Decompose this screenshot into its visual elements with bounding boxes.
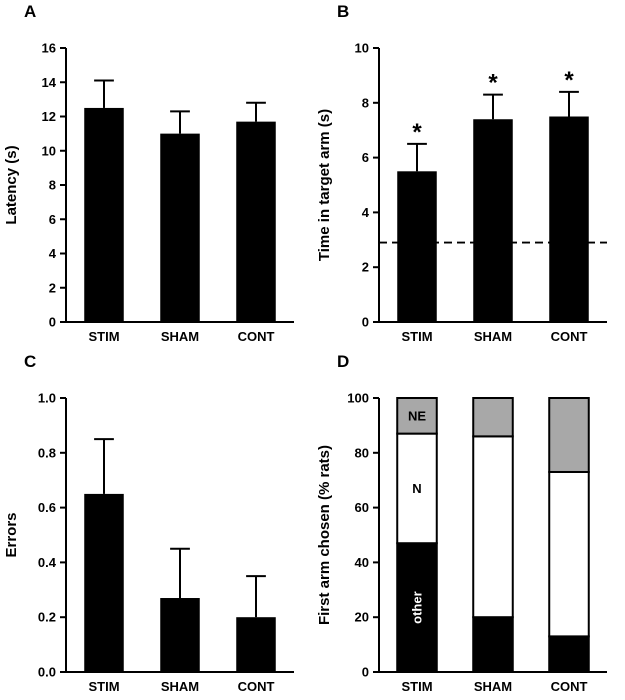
x-category-label-STIM: STIM bbox=[401, 679, 432, 694]
panel-label-D: D bbox=[337, 352, 350, 371]
panel-C: C 0.0 0.2 0.4 0.6 0.8 1.0 STIM SHAM CONT Errors bbox=[0, 350, 312, 700]
y-tick-label: 60 bbox=[355, 500, 369, 515]
y-tick-label: 100 bbox=[347, 391, 369, 406]
y-tick-label: 0 bbox=[49, 315, 56, 330]
segment-label-NE: NE bbox=[408, 408, 426, 423]
panel-label-A: A bbox=[24, 2, 37, 21]
x-category-label-STIM: STIM bbox=[401, 329, 432, 344]
bar-SHAM bbox=[473, 119, 513, 323]
y-tick-label: 6 bbox=[362, 150, 369, 165]
y-tick-label: 0.6 bbox=[38, 500, 56, 515]
segment-N-CONT bbox=[548, 470, 590, 638]
panel-label-B: B bbox=[337, 2, 350, 21]
y-tick-label: 0 bbox=[362, 315, 369, 330]
y-tick-label: 6 bbox=[49, 212, 56, 227]
x-category-label-STIM: STIM bbox=[88, 679, 119, 694]
x-category-label-CONT: CONT bbox=[238, 329, 275, 344]
y-tick-label: 80 bbox=[355, 445, 369, 460]
bar-SHAM bbox=[160, 133, 200, 322]
bar-STIM bbox=[397, 171, 437, 322]
segment-NE-STIM bbox=[396, 397, 438, 435]
y-tick-label: 0.2 bbox=[38, 610, 56, 625]
bar-STIM bbox=[84, 493, 124, 672]
y-tick-label: 10 bbox=[355, 41, 369, 56]
bar-CONT bbox=[236, 617, 276, 672]
y-tick-label: 0.8 bbox=[38, 445, 56, 460]
y-tick-label: 0.4 bbox=[38, 555, 57, 570]
significance-marker-SHAM: * bbox=[488, 70, 498, 97]
x-category-label-CONT: CONT bbox=[238, 679, 275, 694]
bar-SHAM bbox=[160, 598, 200, 672]
y-axis-title: First arm chosen (% rats) bbox=[316, 445, 333, 625]
y-tick-label: 40 bbox=[355, 555, 369, 570]
significance-marker-STIM: * bbox=[412, 119, 422, 146]
x-category-label-SHAM: SHAM bbox=[474, 329, 512, 344]
y-tick-label: 0 bbox=[362, 665, 369, 680]
x-category-label-SHAM: SHAM bbox=[474, 679, 512, 694]
segment-other-CONT bbox=[548, 635, 590, 674]
y-tick-label: 10 bbox=[42, 143, 56, 158]
y-tick-label: 12 bbox=[42, 109, 56, 124]
bar-STIM bbox=[84, 107, 124, 322]
x-category-label-SHAM: SHAM bbox=[161, 679, 199, 694]
segment-N-SHAM bbox=[472, 435, 514, 619]
chart-latency: 0 2 4 6 8 10 12 14 16 STIM SHAM CONT Latency (s) bbox=[3, 41, 294, 344]
significance-marker-CONT: * bbox=[564, 67, 574, 94]
x-category-label-CONT: CONT bbox=[551, 329, 588, 344]
x-category-label-STIM: STIM bbox=[88, 329, 119, 344]
y-tick-label: 8 bbox=[362, 95, 369, 110]
panel-D: D other N NE 0 20 40 60 80 100 STIM SHAM CONT First … bbox=[313, 350, 625, 700]
x-category-label-SHAM: SHAM bbox=[161, 329, 199, 344]
y-axis-title: Latency (s) bbox=[3, 145, 20, 224]
segment-label-N: N bbox=[412, 481, 421, 496]
y-axis-title: Time in target arm (s) bbox=[316, 109, 333, 261]
y-tick-label: 20 bbox=[355, 610, 369, 625]
y-tick-label: 4 bbox=[49, 246, 57, 261]
segment-label-other: other bbox=[410, 591, 425, 624]
panel-label-C: C bbox=[24, 352, 37, 371]
panel-B: B * * * 0 2 4 6 8 10 STIM SHAM CONT Time in target a… bbox=[313, 0, 625, 350]
segment-other-SHAM bbox=[472, 616, 514, 674]
bar-CONT bbox=[549, 116, 589, 322]
y-tick-label: 1.0 bbox=[38, 391, 56, 406]
y-tick-label: 2 bbox=[49, 280, 56, 295]
segment-NE-SHAM bbox=[472, 397, 514, 438]
chart-first-arm-chosen: other N NE 0 20 40 60 80 100 STIM SHAM CONT First ar… bbox=[316, 391, 607, 694]
panel-A: A 0 2 4 6 8 10 12 14 16 STIM SHAM CONT Latency (s) bbox=[0, 0, 312, 350]
y-axis-title: Errors bbox=[3, 512, 20, 557]
y-tick-label: 8 bbox=[49, 178, 56, 193]
x-category-label-CONT: CONT bbox=[551, 679, 588, 694]
y-tick-label: 2 bbox=[362, 260, 369, 275]
segment-NE-CONT bbox=[548, 397, 590, 473]
chart-time-in-target-arm: * * * 0 2 4 6 8 10 STIM SHAM CONT Time in target arm… bbox=[316, 41, 607, 344]
y-tick-label: 16 bbox=[42, 41, 56, 56]
chart-errors: 0.0 0.2 0.4 0.6 0.8 1.0 STIM SHAM CONT Errors bbox=[3, 391, 294, 694]
y-tick-label: 0.0 bbox=[38, 665, 56, 680]
bar-CONT bbox=[236, 121, 276, 322]
y-tick-label: 14 bbox=[42, 75, 57, 90]
y-tick-label: 4 bbox=[362, 205, 370, 220]
